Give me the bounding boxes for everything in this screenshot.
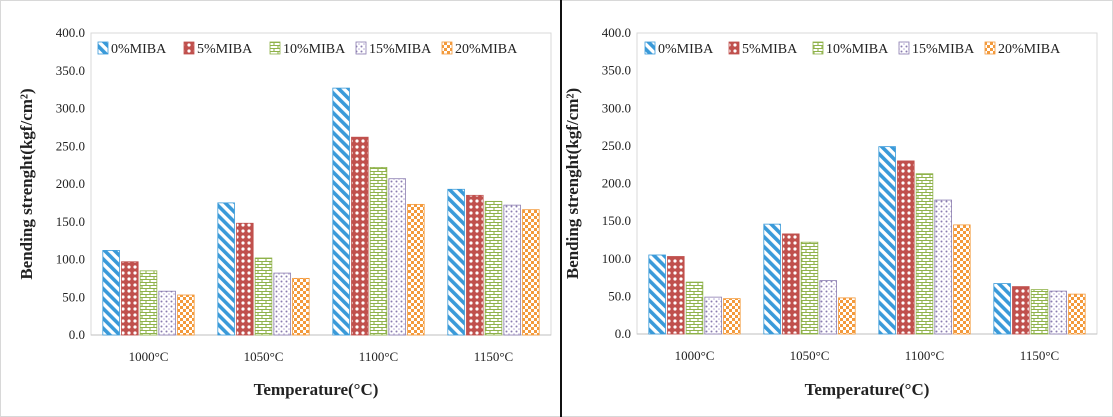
legend-swatch — [97, 41, 109, 55]
bar — [503, 204, 521, 336]
x-tick-label: 1150°C — [1020, 348, 1059, 363]
bar — [466, 194, 484, 336]
bar — [782, 233, 800, 335]
bar — [102, 250, 120, 336]
legend-label: 15%MIBA — [369, 42, 432, 57]
bar — [1068, 293, 1086, 335]
y-tick-label: 250.0 — [602, 138, 631, 153]
bar — [177, 294, 195, 336]
legend: 0%MIBA 5%MIBA 10%MIBA 15%MIBA 20%MIBA — [644, 41, 1061, 57]
bar — [254, 257, 273, 336]
y-tick-label: 0.0 — [69, 327, 85, 342]
bar — [897, 160, 915, 335]
bar — [819, 280, 837, 335]
left-chart: 0.0 50.0 100.0 150.0 200.0 250.0 300.0 350.0 400… — [17, 25, 552, 399]
x-axis-title: Temperature(°C) — [254, 380, 379, 399]
y-tick-label: 50.0 — [62, 289, 85, 304]
y-tick-label: 200.0 — [56, 176, 85, 191]
legend-label: 20%MIBA — [455, 42, 518, 57]
legend-label: 10%MIBA — [283, 42, 346, 57]
bar — [878, 146, 896, 335]
bar — [139, 270, 158, 336]
y-tick-label: 400.0 — [602, 25, 631, 40]
legend-swatch — [898, 41, 910, 55]
y-tick-label: 200.0 — [602, 176, 631, 191]
legend-swatch — [441, 41, 453, 55]
bar — [953, 224, 971, 335]
y-axis-title: Bending strenght(kgf/cm²) — [17, 88, 36, 279]
y-tick-label: 0.0 — [615, 326, 631, 341]
bar — [800, 241, 819, 335]
y-tick-label: 100.0 — [602, 251, 631, 266]
legend-swatch — [269, 41, 281, 55]
bar — [407, 203, 425, 336]
bar — [447, 188, 465, 336]
legend-label: 0%MIBA — [111, 42, 167, 57]
right-chart: 0.0 50.0 100.0 150.0 200.0 250.0 300.0 350.0 400… — [563, 25, 1098, 399]
legend-label: 5%MIBA — [197, 42, 253, 57]
x-tick-label: 1050°C — [244, 349, 284, 364]
bar — [158, 290, 176, 336]
bar — [484, 200, 503, 336]
legend-swatch — [984, 41, 996, 55]
y-tick-label: 400.0 — [56, 25, 85, 40]
y-tick-label: 150.0 — [56, 214, 85, 229]
y-tick-label: 50.0 — [608, 288, 631, 303]
bar — [723, 298, 741, 335]
x-tick-label: 1000°C — [129, 349, 169, 364]
y-tick-label: 300.0 — [602, 100, 631, 115]
legend-label: 0%MIBA — [658, 42, 714, 57]
legend-label: 10%MIBA — [826, 42, 889, 57]
y-axis-title: Bending strenght(kgf/cm²) — [563, 88, 582, 279]
bar — [121, 261, 139, 336]
legend-swatch — [355, 41, 367, 55]
legend-swatch — [812, 41, 824, 55]
y-tick-label: 100.0 — [56, 252, 85, 267]
bar — [685, 281, 704, 335]
x-axis-title: Temperature(°C) — [805, 380, 930, 399]
bar — [236, 222, 254, 336]
y-tick-label: 350.0 — [602, 63, 631, 78]
bar — [522, 209, 540, 336]
bar — [704, 296, 722, 335]
x-tick-label: 1000°C — [675, 348, 715, 363]
y-tick-label: 150.0 — [602, 213, 631, 228]
bar — [915, 173, 934, 335]
legend-label: 5%MIBA — [742, 42, 798, 57]
bar — [292, 277, 310, 336]
y-tick-label: 300.0 — [56, 101, 85, 116]
bar — [993, 283, 1011, 335]
legend-swatch — [183, 41, 195, 55]
bar — [332, 87, 350, 336]
bar — [1049, 290, 1067, 335]
legend-label: 15%MIBA — [912, 42, 975, 57]
bar — [351, 136, 369, 336]
x-tick-label: 1100°C — [905, 348, 944, 363]
bar — [763, 223, 781, 335]
bar — [388, 178, 406, 336]
bar — [648, 254, 666, 335]
bar — [217, 202, 235, 336]
x-tick-label: 1050°C — [790, 348, 830, 363]
legend-swatch — [728, 41, 740, 55]
legend-swatch — [644, 41, 656, 55]
bar — [838, 297, 856, 335]
y-tick-label: 350.0 — [56, 63, 85, 78]
legend-label: 20%MIBA — [998, 42, 1061, 57]
bar — [273, 272, 291, 336]
bar — [934, 199, 952, 335]
bar — [369, 166, 388, 336]
bar — [1012, 286, 1030, 335]
bar — [667, 256, 685, 335]
x-tick-label: 1150°C — [474, 349, 513, 364]
x-tick-label: 1100°C — [359, 349, 398, 364]
legend: 0%MIBA 5%MIBA 10%MIBA 15%MIBA 20%MIBA — [97, 41, 518, 57]
bar — [1030, 289, 1049, 335]
y-tick-label: 250.0 — [56, 138, 85, 153]
